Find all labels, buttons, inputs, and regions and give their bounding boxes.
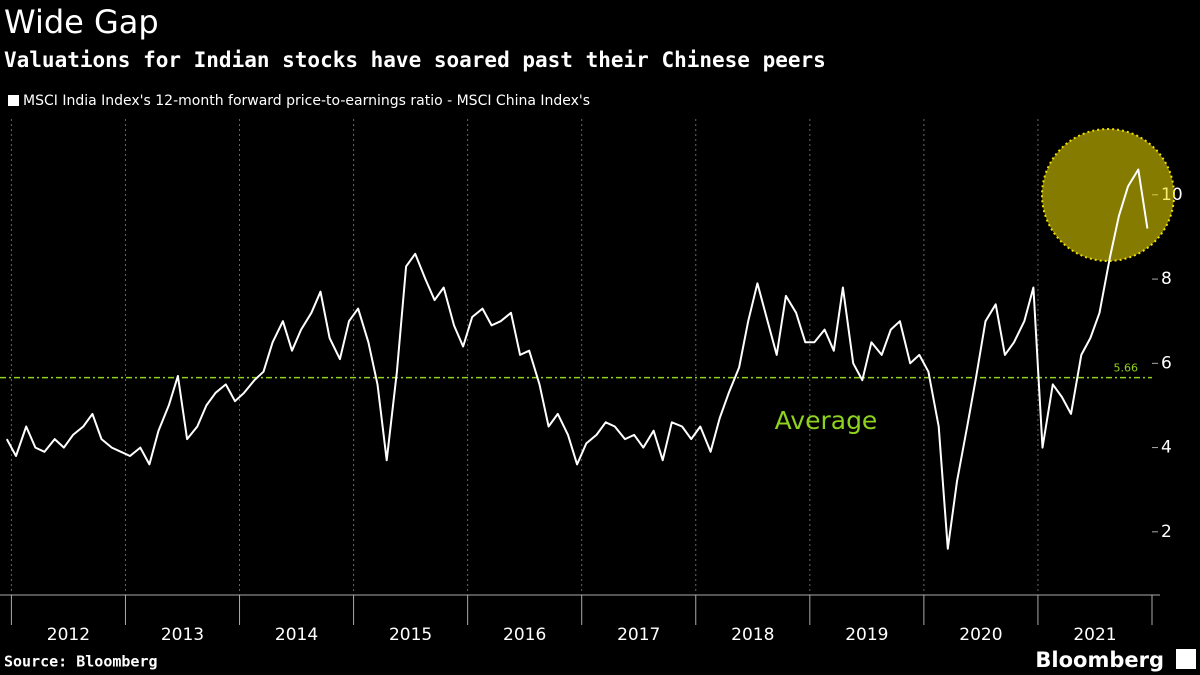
brand: Bloomberg (1035, 648, 1164, 672)
y-tick-label: 6 (1161, 353, 1172, 373)
y-tick-label: 2 (1161, 522, 1172, 542)
x-tick-label: 2020 (959, 625, 1002, 645)
legend-label: MSCI India Index's 12-month forward pric… (23, 93, 590, 109)
data-line (5, 168, 1149, 550)
legend-swatch (8, 95, 19, 106)
x-tick-label: 2018 (731, 625, 774, 645)
highlight-circle (1041, 128, 1175, 262)
x-tick-label: 2017 (617, 625, 660, 645)
average-label: Average (775, 406, 878, 435)
x-tick-label: 2019 (845, 625, 888, 645)
brand-icon (1176, 649, 1196, 669)
x-tick-label: 2012 (47, 625, 90, 645)
y-tick-label: 4 (1161, 438, 1172, 458)
x-tick-label: 2015 (389, 625, 432, 645)
average-value-label: 5.66 (1114, 362, 1139, 375)
x-tick-label: 2014 (275, 625, 318, 645)
source: Source: Bloomberg (4, 653, 158, 671)
x-tick-label: 2013 (161, 625, 204, 645)
x-tick-label: 2016 (503, 625, 546, 645)
chart-title: Wide Gap (4, 3, 159, 41)
x-tick-label: 2021 (1073, 625, 1116, 645)
chart-subtitle: Valuations for Indian stocks have soared… (4, 48, 826, 72)
y-tick-label: 8 (1161, 269, 1172, 289)
